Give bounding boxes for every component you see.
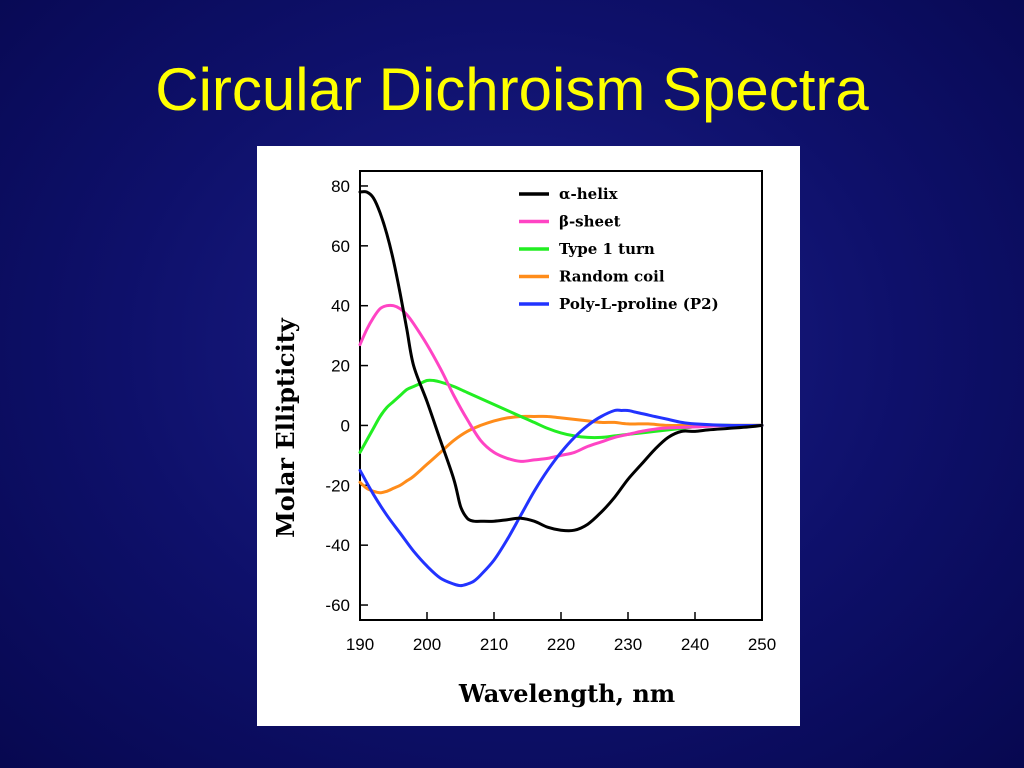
legend-label-alpha-helix: α-helix <box>559 185 619 203</box>
chart-panel: 190 200 210 220 230 240 250 -60 -40 -20 0 20 40 60 80 … <box>257 146 800 726</box>
slide-title: Circular Dichroism Spectra <box>155 56 869 123</box>
legend-label-random-coil: Random coil <box>559 268 665 286</box>
series-line-poly-l-proline <box>358 408 764 588</box>
y-axis-title: Molar Ellipticity <box>271 317 300 538</box>
legend-label-poly-l-proline: Poly-L-proline (P2) <box>559 295 719 313</box>
x-tick-label: 190 <box>346 635 374 654</box>
legend-label-beta-sheet: β-sheet <box>559 213 621 231</box>
x-tick-label: 240 <box>681 635 709 654</box>
legend: α-helix β-sheet Type 1 turn Random coil Poly… <box>519 185 719 313</box>
x-tick-label: 220 <box>547 635 575 654</box>
series-line-alpha-helix <box>358 190 764 533</box>
series-line-random-coil <box>358 414 764 495</box>
x-tick-label: 250 <box>748 635 776 654</box>
y-tick-label: 20 <box>331 357 350 376</box>
legend-label-type-1-turn: Type 1 turn <box>559 240 655 258</box>
y-tick-label: 40 <box>331 297 350 316</box>
y-tick-label: 0 <box>341 416 350 435</box>
plot-border <box>359 170 763 621</box>
x-tick-label: 200 <box>413 635 441 654</box>
cd-spectra-chart: 190 200 210 220 230 240 250-60-40-20020406080 … <box>271 170 776 708</box>
y-tick-label: 60 <box>331 237 350 256</box>
x-axis-title: Wavelength, nm <box>458 679 675 708</box>
x-tick-label: 230 <box>614 635 642 654</box>
y-tick-label: -60 <box>325 596 350 615</box>
plot-frame <box>359 170 763 621</box>
y-tick-label: -40 <box>325 536 350 555</box>
x-tick-label: 210 <box>480 635 508 654</box>
series-lines <box>358 190 764 588</box>
series-line-type-1-turn <box>358 378 764 454</box>
y-tick-label: -20 <box>325 476 350 495</box>
tick-labels: 190 200 210 220 230 240 250 -60 -40 -20 0 20 40 60 80 <box>325 177 776 654</box>
y-tick-label: 80 <box>331 177 350 196</box>
series-line-beta-sheet <box>358 303 764 463</box>
axis-ticks <box>359 185 763 620</box>
